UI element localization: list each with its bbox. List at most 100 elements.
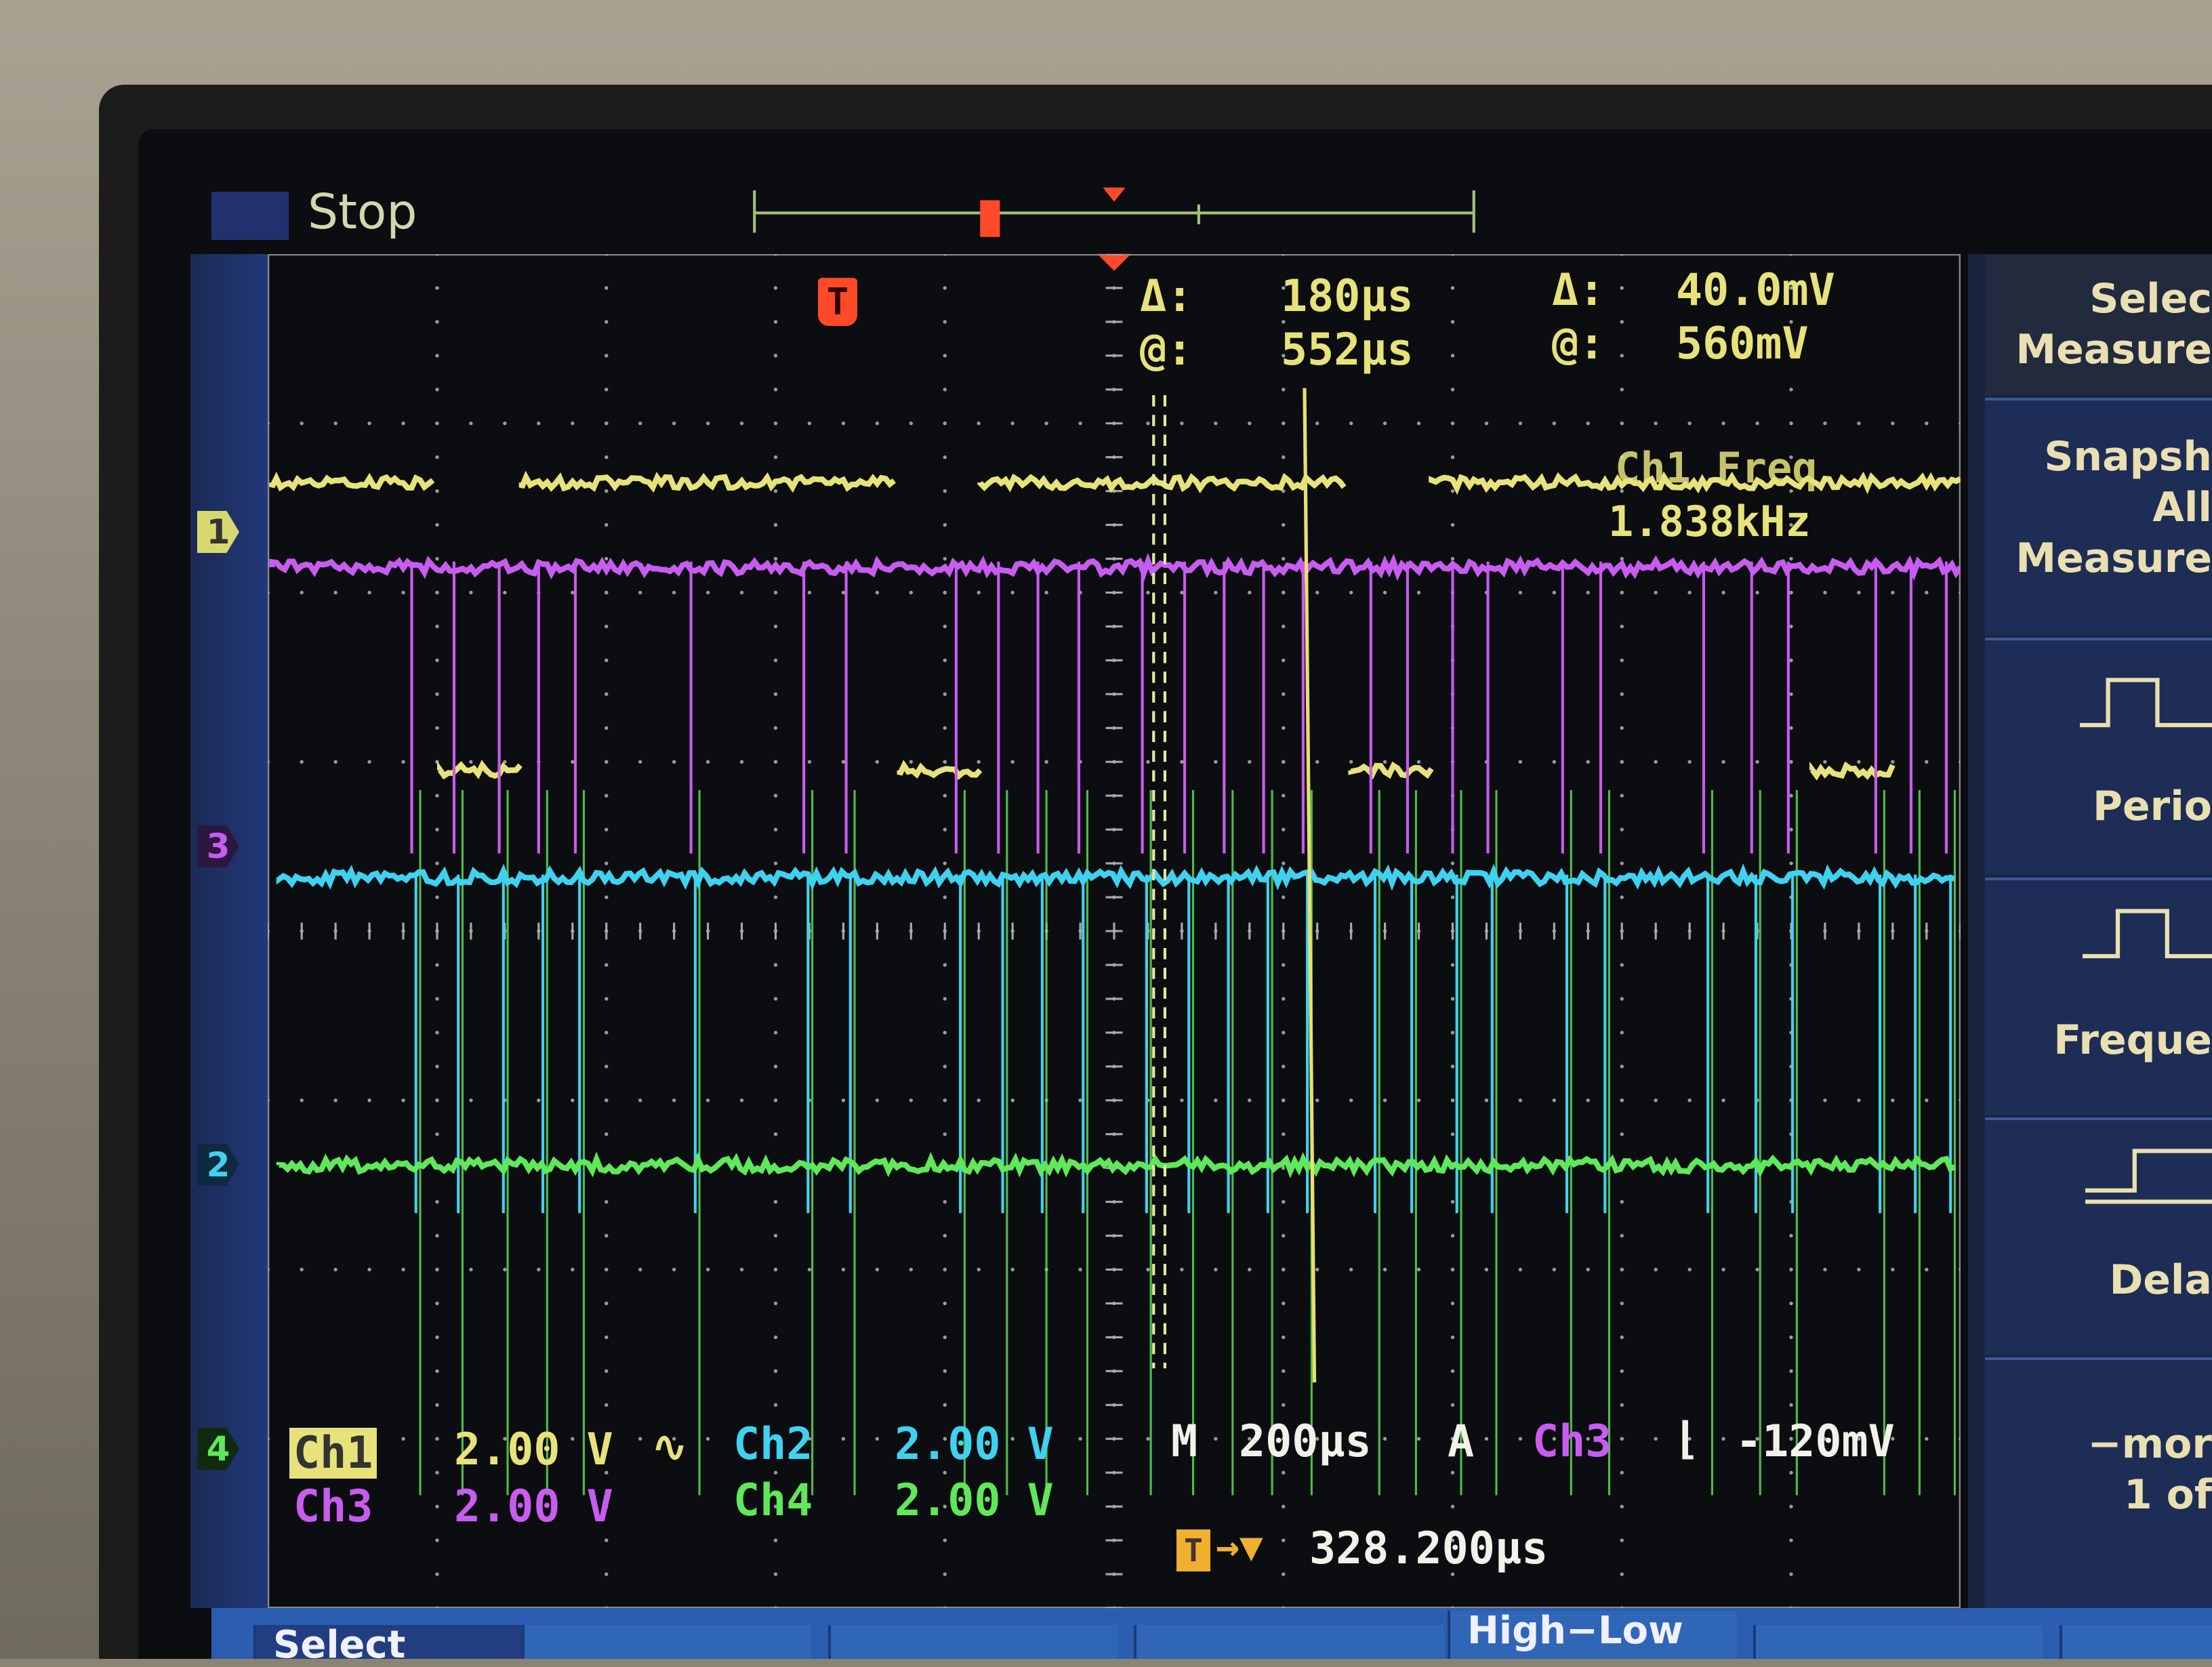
grid-dot — [605, 1132, 608, 1136]
grid-dot — [503, 421, 506, 425]
grid-dot — [977, 421, 980, 425]
grid-dot — [1620, 1234, 1624, 1237]
grid-dot — [1620, 1336, 1624, 1339]
grid-dot — [367, 1098, 371, 1102]
bottom-menu-button-2[interactable] — [522, 1625, 811, 1659]
timebase-value[interactable]: 200µs — [1239, 1416, 1372, 1467]
ch1-scale: 2.00 V — [454, 1424, 613, 1475]
grid-dot — [1282, 1336, 1285, 1339]
grid-dot — [1078, 1098, 1082, 1102]
side-menu-select-measurement[interactable]: Selec Measure — [1985, 254, 2212, 395]
grid-dot — [1553, 591, 1556, 594]
grid-dot — [1687, 421, 1691, 425]
grid-dot — [1620, 1538, 1624, 1542]
grid-dot — [1789, 1403, 1793, 1407]
grid-dot — [842, 1098, 845, 1102]
grid-dot — [943, 760, 947, 764]
grid-dot — [774, 625, 777, 628]
grid-dot — [638, 760, 642, 764]
grid-dot — [367, 1268, 371, 1271]
grid-dot — [1721, 760, 1725, 764]
bottom-menu: Select High−Low — [211, 1608, 2212, 1659]
grid-dot — [268, 591, 270, 594]
grid-dot — [1789, 1370, 1793, 1373]
side-menu-snapshot-all[interactable]: Snapsh All Measure — [1985, 398, 2212, 635]
grid-dot — [1789, 1538, 1793, 1542]
grid-dot — [1654, 1268, 1657, 1271]
grid-dot — [435, 489, 438, 493]
grid-dot — [435, 997, 438, 1000]
ch4-label[interactable]: Ch4 — [733, 1475, 813, 1526]
delay-edge-icon — [2085, 1143, 2212, 1213]
grid-dot — [943, 320, 947, 323]
grid-dot — [1620, 421, 1624, 425]
trigger-level[interactable]: -120mV — [1736, 1416, 1895, 1467]
grid-dot — [1620, 1200, 1624, 1203]
grid-dot — [774, 1132, 777, 1136]
bottom-menu-high-low[interactable]: High−Low — [1448, 1611, 1737, 1659]
grid-dot — [774, 760, 777, 764]
grid-dot — [774, 455, 777, 459]
grid-dot — [1451, 1336, 1454, 1339]
grid-dot — [1620, 388, 1624, 391]
grid-dot — [1789, 1470, 1793, 1474]
grid-dot — [1180, 1268, 1183, 1271]
grid-dot — [1654, 421, 1657, 425]
grid-dot — [1349, 421, 1353, 425]
grid-dot — [333, 591, 337, 594]
grid-dot — [1451, 861, 1454, 865]
trigger-icon: T — [1176, 1529, 1210, 1571]
side-menu-delay[interactable]: Dela — [1985, 1117, 2212, 1355]
grid-dot — [943, 625, 947, 628]
bottom-menu-button-7[interactable] — [2060, 1625, 2212, 1659]
grid-dot — [1925, 591, 1928, 594]
side-menu-frequency[interactable]: Freque — [1985, 878, 2212, 1115]
grid-dot — [943, 1370, 947, 1373]
grid-dot — [1451, 523, 1454, 527]
grid-dot — [401, 1268, 405, 1271]
grid-dot — [943, 1470, 947, 1474]
grid-dot — [1823, 591, 1826, 594]
grid-dot — [1451, 1403, 1454, 1407]
grid-dot — [774, 693, 777, 696]
grid-dot — [774, 254, 777, 256]
bottom-menu-button-3[interactable] — [828, 1625, 1118, 1659]
grid-dot — [333, 1268, 337, 1271]
side-menu-period[interactable]: Perio — [1985, 638, 2212, 875]
ch1-trace-high — [522, 477, 894, 488]
grid-dot — [1891, 591, 1894, 594]
grid-dot — [943, 421, 947, 425]
ch4-trace — [279, 1159, 1955, 1172]
ch2-label[interactable]: Ch2 — [733, 1419, 813, 1470]
ch3-label[interactable]: Ch3 — [293, 1481, 373, 1532]
grid-dot — [435, 1065, 438, 1068]
bottom-menu-select[interactable]: Select — [253, 1625, 535, 1659]
grid-dot — [435, 861, 438, 865]
grid-dot — [1620, 1437, 1624, 1441]
grid-dot — [435, 455, 438, 459]
grid-dot — [1789, 625, 1793, 628]
grid-dot — [1146, 1437, 1149, 1441]
side-menu-more[interactable]: −mor 1 of — [1985, 1357, 2212, 1608]
grid-dot — [605, 726, 608, 730]
grid-dot — [1417, 760, 1420, 764]
grid-dot — [1789, 827, 1793, 831]
bottom-menu-button-4[interactable] — [1134, 1625, 1444, 1659]
grid-dot — [1789, 861, 1793, 865]
grid-dot — [1789, 254, 1793, 256]
grid-dot — [1620, 659, 1624, 662]
grid-dot — [605, 997, 608, 1000]
grid-dot — [571, 1098, 574, 1102]
ch1-label[interactable]: Ch1 — [289, 1428, 377, 1479]
trigger-falling-slope-icon: ⌊ — [1673, 1414, 1700, 1464]
grid-dot — [943, 1538, 947, 1542]
grid-dot — [943, 286, 947, 289]
grid-dot — [1451, 1302, 1454, 1305]
bottom-menu-button-6[interactable] — [1753, 1625, 2043, 1659]
grid-dot — [1078, 1437, 1082, 1441]
grid-dot — [435, 1437, 438, 1441]
grid-dot — [1891, 1098, 1894, 1102]
grid-dot — [1282, 1132, 1285, 1136]
grid-dot — [1620, 1572, 1624, 1576]
grid-dot — [1282, 963, 1285, 966]
